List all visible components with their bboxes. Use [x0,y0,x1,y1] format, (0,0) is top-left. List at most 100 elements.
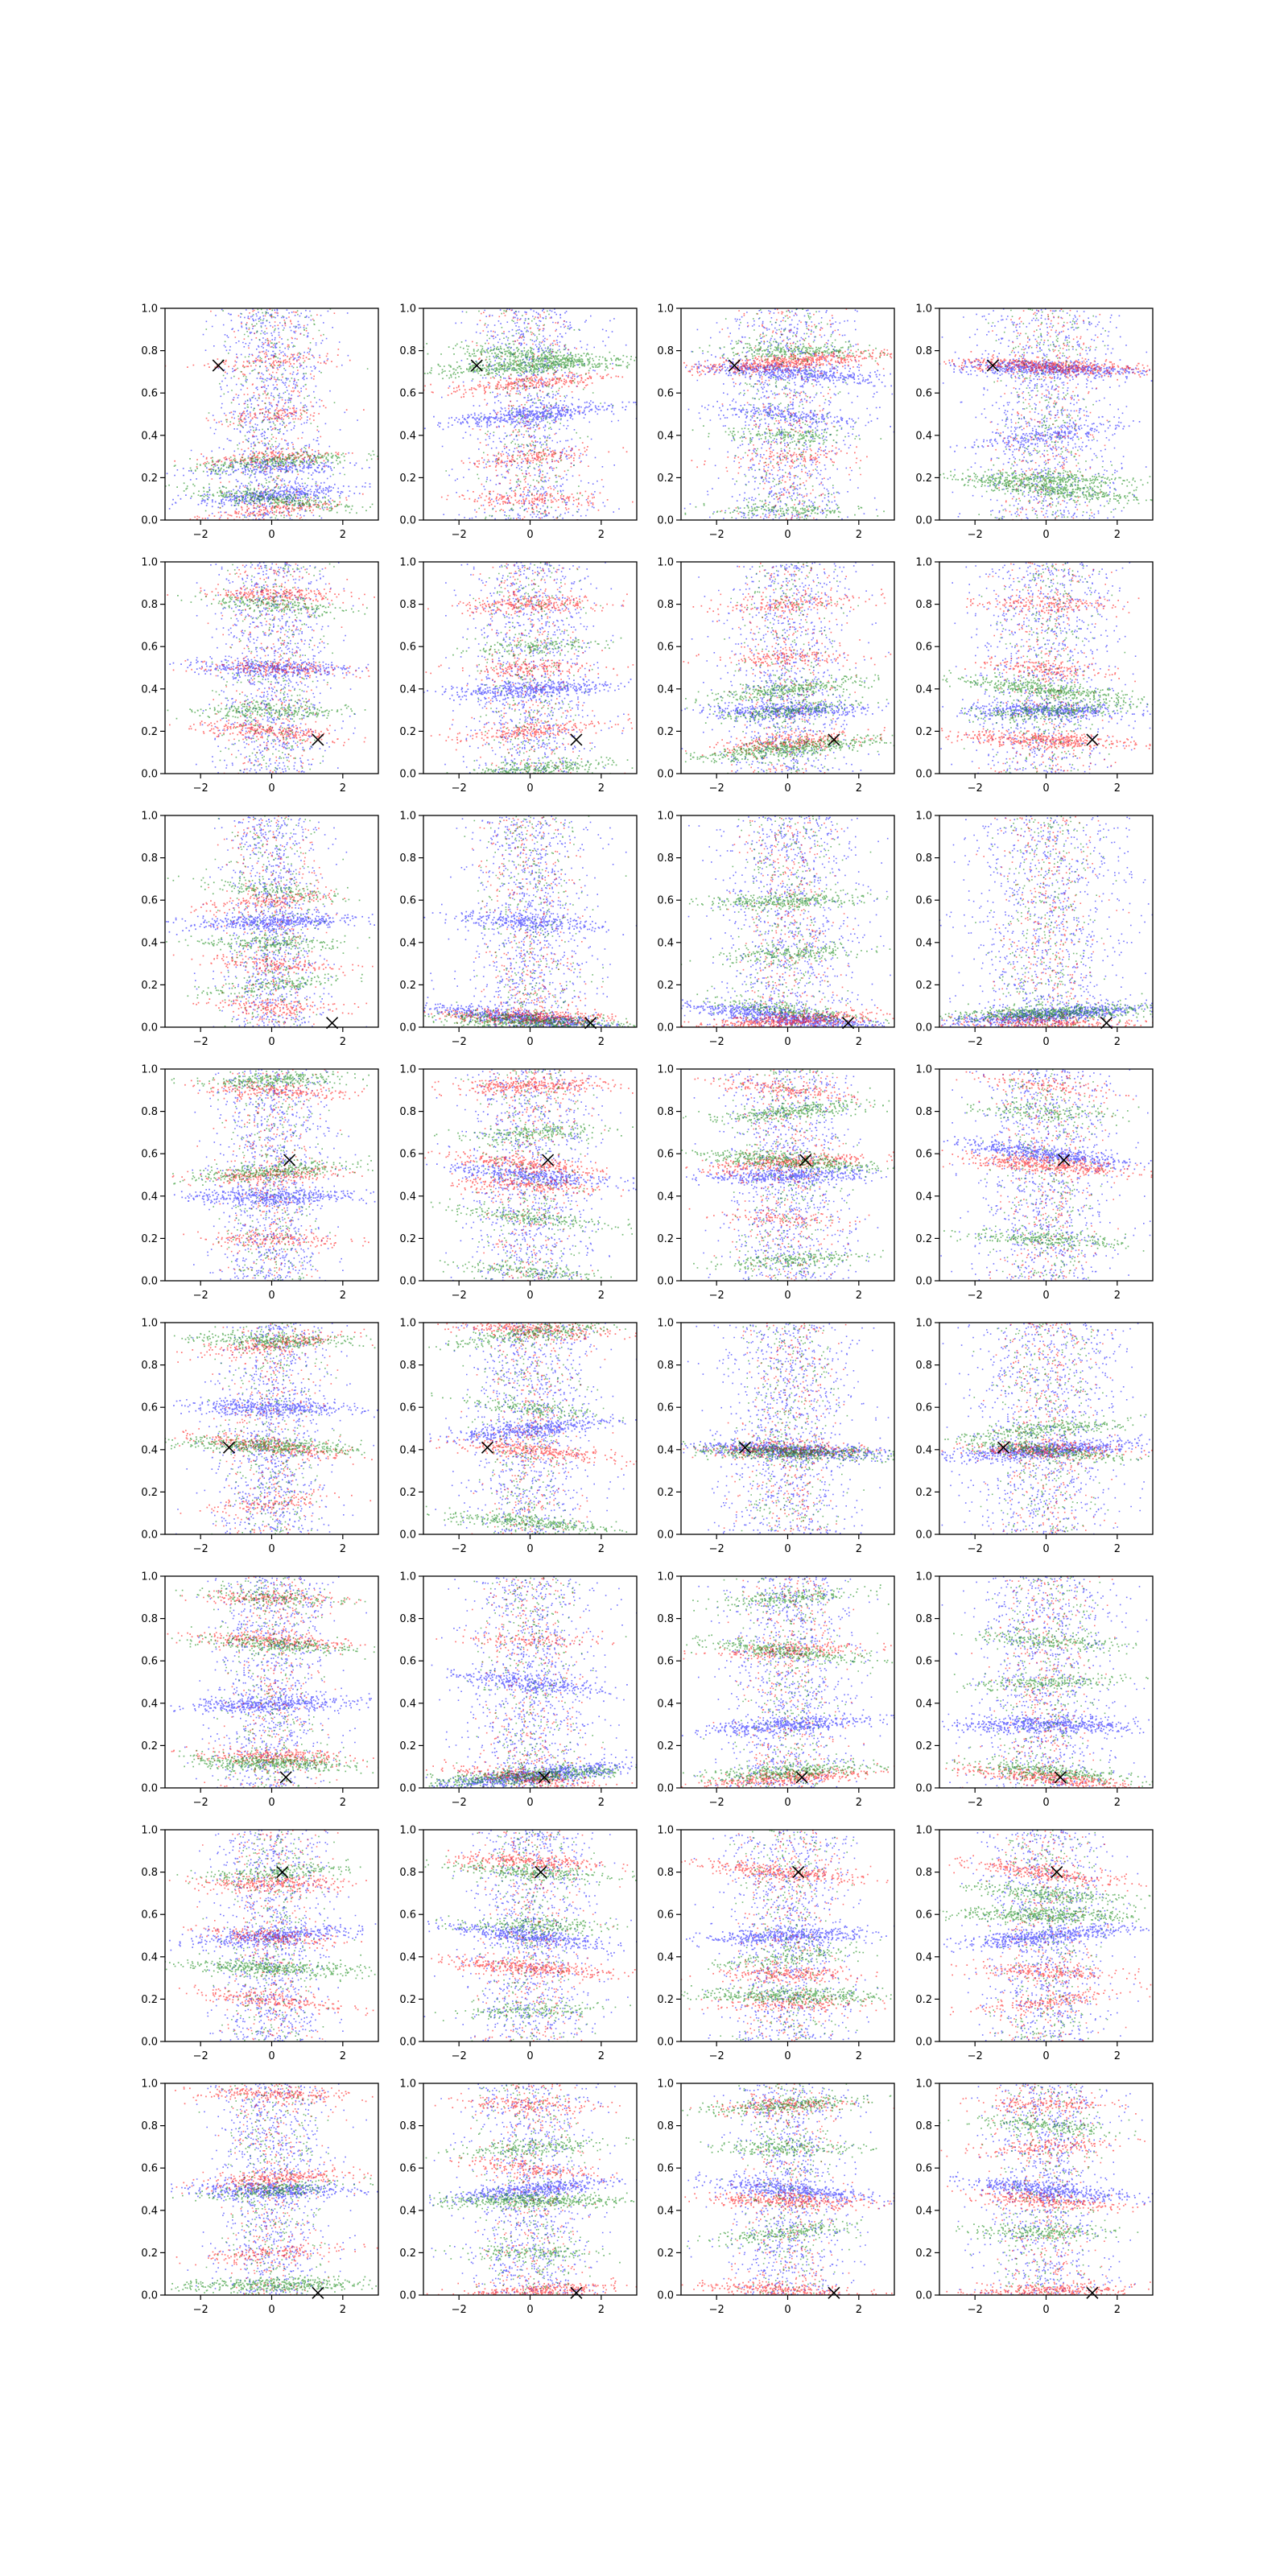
x-tick-label: 0 [1042,1036,1049,1048]
x-tick-label: 2 [340,1543,346,1555]
y-tick-label: 0.6 [141,1656,158,1668]
x-tick-label: −2 [968,1290,983,1302]
y-tick-label: 0.4 [141,683,158,696]
y-tick-label: 1.0 [657,1825,674,1837]
y-tick-label: 0.6 [915,2163,932,2175]
x-tick-label: −2 [193,1543,208,1555]
y-tick-label: 0.6 [915,1402,932,1414]
y-tick-label: 1.0 [399,2079,416,2091]
y-tick-label: 0.4 [399,1951,416,1963]
y-tick-label: 0.8 [657,345,674,357]
y-tick-label: 0.6 [399,1402,416,1414]
y-tick-label: 0.8 [657,1613,674,1625]
x-tick-label: −2 [709,1797,724,1809]
x-tick-label: −2 [193,1290,208,1302]
plot-area [681,1830,894,2041]
x-tick-label: 2 [1114,1543,1121,1555]
x-tick-label: 2 [598,1290,605,1302]
y-tick-label: 0.6 [141,2163,158,2175]
y-tick-label: 0.2 [141,726,158,738]
y-tick-label: 0.6 [399,1909,416,1922]
y-tick-label: 0.8 [657,599,674,611]
y-tick-label: 0.8 [141,1613,158,1625]
x-tick-label: −2 [452,782,467,795]
y-tick-label: 0.2 [915,1740,932,1752]
plot-area [423,562,637,774]
x-tick-label: 0 [784,1797,791,1809]
x-tick-label: 2 [1114,1290,1121,1302]
y-tick-label: 0.4 [141,1444,158,1456]
x-tick-label: −2 [709,529,724,541]
y-tick-label: 0.6 [141,895,158,907]
y-tick-label: 1.0 [657,1571,674,1583]
y-tick-label: 0.6 [915,1909,932,1922]
x-tick-label: 0 [784,1036,791,1048]
x-tick-label: −2 [193,529,208,541]
y-tick-label: 0.0 [657,769,674,781]
x-tick-label: −2 [968,782,983,795]
y-tick-label: 0.8 [657,852,674,865]
y-tick-label: 0.8 [141,1867,158,1879]
y-tick-label: 0.6 [657,388,674,400]
y-tick-label: 0.8 [915,852,932,865]
x-tick-label: −2 [193,2304,208,2316]
y-tick-label: 0.0 [657,1022,674,1034]
x-tick-label: 0 [268,1036,275,1048]
y-tick-label: 0.6 [399,1656,416,1668]
x-tick-label: 0 [268,1797,275,1809]
y-tick-label: 0.6 [657,1402,674,1414]
x-tick-label: 0 [784,2304,791,2316]
y-tick-label: 0.4 [141,430,158,442]
y-tick-label: 0.8 [141,599,158,611]
x-tick-label: 2 [340,1036,346,1048]
x-tick-label: 0 [784,2050,791,2062]
y-tick-label: 0.0 [141,1276,158,1288]
x-tick-label: −2 [709,1290,724,1302]
y-tick-label: 0.8 [657,2120,674,2132]
y-tick-label: 0.6 [399,895,416,907]
y-tick-label: 0.0 [399,1276,416,1288]
y-tick-label: 1.0 [915,557,932,569]
y-tick-label: 1.0 [141,1825,158,1837]
y-tick-label: 0.4 [657,1951,674,1963]
y-tick-label: 0.2 [399,1233,416,1245]
y-tick-label: 0.0 [399,515,416,527]
y-tick-label: 0.0 [399,1530,416,1542]
y-tick-label: 0.6 [399,388,416,400]
y-tick-label: 1.0 [657,303,674,316]
y-tick-label: 0.8 [915,1106,932,1118]
y-tick-label: 0.0 [915,769,932,781]
y-tick-label: 0.4 [915,937,932,949]
x-tick-label: −2 [968,2304,983,2316]
x-tick-label: −2 [452,529,467,541]
y-tick-label: 0.4 [915,683,932,696]
y-tick-label: 0.8 [657,1867,674,1879]
x-tick-label: −2 [452,2050,467,2062]
y-tick-label: 0.0 [141,515,158,527]
x-tick-label: 2 [598,1797,605,1809]
x-tick-label: 2 [1114,1797,1121,1809]
y-tick-label: 0.4 [141,1191,158,1203]
y-tick-label: 0.8 [399,345,416,357]
x-tick-label: −2 [452,2304,467,2316]
y-tick-label: 0.6 [657,1656,674,1668]
y-tick-label: 1.0 [399,1064,416,1076]
x-tick-label: 2 [1114,2304,1121,2316]
x-tick-label: −2 [968,529,983,541]
y-tick-label: 0.4 [915,1444,932,1456]
x-tick-label: 2 [598,1036,605,1048]
y-tick-label: 1.0 [141,1318,158,1330]
x-tick-label: 2 [1114,2050,1121,2062]
x-tick-label: 2 [1114,529,1121,541]
y-tick-label: 0.0 [141,769,158,781]
y-tick-label: 0.4 [657,1191,674,1203]
x-tick-label: 2 [1114,782,1121,795]
y-tick-label: 0.2 [915,726,932,738]
y-tick-label: 0.4 [141,2205,158,2217]
y-tick-label: 0.2 [657,1994,674,2006]
y-tick-label: 0.2 [657,2248,674,2260]
x-tick-label: −2 [709,1036,724,1048]
y-tick-label: 0.8 [141,345,158,357]
subplot-r7-c3: −2 0 20.00.20.40.60.81.0 [908,2079,1182,2317]
y-tick-label: 0.6 [399,1149,416,1161]
